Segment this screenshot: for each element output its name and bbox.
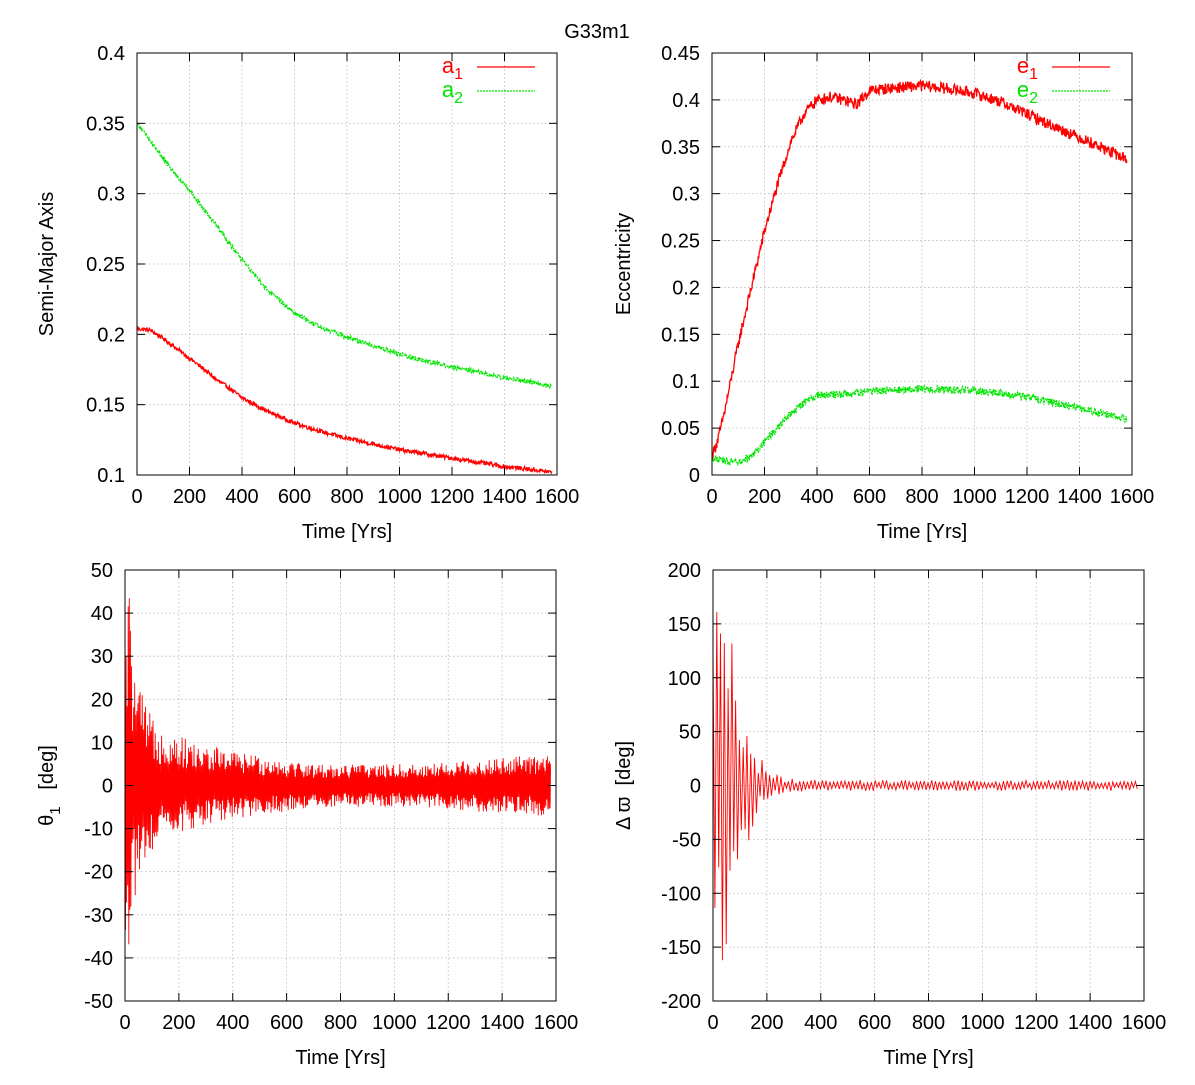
x-tick-label: 1400 <box>1057 486 1102 508</box>
x-tick-label: 1400 <box>480 1012 525 1034</box>
y-tick-label: 40 <box>91 603 113 625</box>
x-axis-label: Time [Yrs] <box>302 521 392 543</box>
x-tick-label: 200 <box>748 486 781 508</box>
x-tick-label: 400 <box>216 1012 249 1034</box>
x-tick-label: 1000 <box>377 486 422 508</box>
y-tick-label: -50 <box>84 991 113 1013</box>
x-tick-label: 1600 <box>1110 486 1155 508</box>
x-tick-label: 1400 <box>1068 1012 1113 1034</box>
figure-title: G33m1 <box>564 21 630 43</box>
x-tick-label: 1000 <box>952 486 997 508</box>
x-tick-label: 800 <box>905 486 938 508</box>
y-tick-label: 0.45 <box>661 43 700 65</box>
y-tick-label: 200 <box>668 560 701 582</box>
x-tick-label: 1200 <box>426 1012 471 1034</box>
x-tick-label: 0 <box>707 1012 718 1034</box>
y-tick-label: 100 <box>668 668 701 690</box>
y-tick-label: 20 <box>91 689 113 711</box>
x-axis-label: Time [Yrs] <box>295 1047 385 1069</box>
y-tick-label: -20 <box>84 862 113 884</box>
y-tick-label: -50 <box>672 829 701 851</box>
legend-label-e1: e1 <box>1017 53 1038 83</box>
x-tick-label: 1200 <box>1014 1012 1059 1034</box>
y-tick-label: 150 <box>668 614 701 636</box>
y-tick-label: 10 <box>91 732 113 754</box>
y-axis-label: θ1 [deg] <box>36 745 64 826</box>
x-tick-label: 1000 <box>960 1012 1005 1034</box>
x-tick-label: 1200 <box>430 486 475 508</box>
x-tick-label: 800 <box>324 1012 357 1034</box>
x-tick-label: 1600 <box>1122 1012 1167 1034</box>
x-tick-label: 600 <box>278 486 311 508</box>
legend-label-a2: a2 <box>442 77 463 107</box>
y-tick-label: 0.15 <box>86 395 125 417</box>
x-axis-label: Time [Yrs] <box>883 1047 973 1069</box>
y-tick-label: -150 <box>661 937 701 959</box>
x-tick-label: 1600 <box>535 486 580 508</box>
y-tick-label: 0 <box>689 465 700 487</box>
x-tick-label: 0 <box>131 486 142 508</box>
panel-theta1: 0 200 400 600 800 1000 1200 1400 1600-50-40-30-2… <box>36 560 578 1069</box>
x-tick-label: 1400 <box>482 486 527 508</box>
y-tick-label: 0.05 <box>661 418 700 440</box>
y-tick-label: 30 <box>91 646 113 668</box>
y-tick-label: 0.2 <box>97 324 125 346</box>
y-tick-label: 0.1 <box>97 465 125 487</box>
x-tick-label: 0 <box>119 1012 130 1034</box>
series-line-theta1 <box>125 598 552 945</box>
x-tick-label: 600 <box>858 1012 891 1034</box>
x-tick-label: 600 <box>853 486 886 508</box>
y-tick-label: -100 <box>661 883 701 905</box>
x-tick-label: 1000 <box>372 1012 417 1034</box>
legend-label-e2: e2 <box>1017 77 1038 107</box>
panel-semi-major-axis: 0 200 400 600 800 1000 1200 1400 1600 0.1 0.15 0.2 0… <box>36 43 579 543</box>
x-tick-label: 400 <box>804 1012 837 1034</box>
y-tick-label: 0.4 <box>672 90 700 112</box>
y-axis-label: Δ ϖ [deg] <box>613 741 635 830</box>
x-tick-label: 200 <box>162 1012 195 1034</box>
x-tick-label: 200 <box>750 1012 783 1034</box>
x-tick-label: 800 <box>912 1012 945 1034</box>
y-tick-label: 50 <box>91 560 113 582</box>
y-tick-label: -40 <box>84 948 113 970</box>
y-tick-label: -200 <box>661 991 701 1013</box>
y-tick-label: 0.1 <box>672 371 700 393</box>
plot-frame <box>711 52 1133 476</box>
panel-delta-varpi: 0 200 400 600 800 1000 1200 1400 1600-200-150-10… <box>613 560 1166 1069</box>
series-line-e2 <box>712 383 1128 467</box>
y-tick-label: -30 <box>84 905 113 927</box>
y-axis-label: Eccentricity <box>613 213 635 315</box>
series-line-a2 <box>137 122 553 389</box>
series-line-e1 <box>712 78 1128 461</box>
y-tick-label: 0 <box>102 776 113 798</box>
series-line-delta_varpi <box>713 612 1138 961</box>
x-tick-label: 800 <box>330 486 363 508</box>
x-tick-label: 400 <box>225 486 258 508</box>
y-axis-label: Semi-Major Axis <box>36 192 58 336</box>
y-tick-label: 0.35 <box>661 137 700 159</box>
y-tick-label: 50 <box>679 722 701 744</box>
y-tick-label: 0.3 <box>97 184 125 206</box>
x-tick-label: 200 <box>173 486 206 508</box>
y-tick-label: 0.25 <box>661 231 700 253</box>
y-tick-label: 0 <box>690 776 701 798</box>
y-tick-label: 0.3 <box>672 184 700 206</box>
y-tick-label: 0.35 <box>86 113 125 135</box>
x-tick-label: 600 <box>270 1012 303 1034</box>
y-tick-label: 0.4 <box>97 43 125 65</box>
x-axis-label: Time [Yrs] <box>877 521 967 543</box>
x-tick-label: 400 <box>800 486 833 508</box>
series-line-a1 <box>137 325 553 475</box>
x-tick-label: 1600 <box>534 1012 579 1034</box>
y-tick-label: 0.15 <box>661 324 700 346</box>
x-tick-label: 0 <box>706 486 717 508</box>
y-tick-label: 0.2 <box>672 277 700 299</box>
y-tick-label: 0.25 <box>86 254 125 276</box>
legend-label-a1: a1 <box>442 53 463 83</box>
y-tick-label: -10 <box>84 819 113 841</box>
panel-eccentricity: 0 200 400 600 800 1000 1200 1400 1600 0 0.05 0.1 0.1… <box>613 43 1154 543</box>
x-tick-label: 1200 <box>1005 486 1050 508</box>
